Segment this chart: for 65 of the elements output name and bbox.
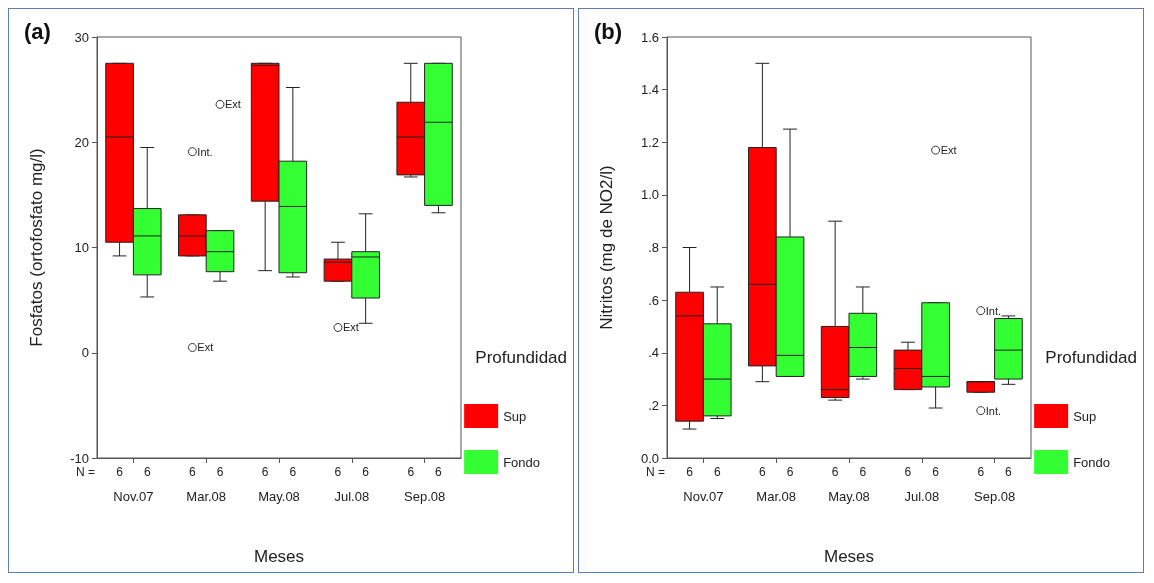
legend-label: Sup <box>503 408 527 424</box>
y-tick-label: 0.0 <box>640 450 659 466</box>
x-tick-label: Nov.07 <box>683 489 724 504</box>
text: 6 <box>932 465 940 479</box>
text: 6 <box>261 465 269 479</box>
text: 6 <box>786 465 794 479</box>
annotation: Ext <box>197 341 214 354</box>
legend-label: Sup <box>1073 408 1097 424</box>
y-tick-label: .6 <box>648 292 659 308</box>
text: 6 <box>713 465 721 479</box>
annotation: Ext <box>225 98 241 111</box>
legend-title: Profundidad <box>1045 348 1138 367</box>
annotation: Ext <box>940 144 957 157</box>
x-tick-label: Nov.07 <box>113 489 154 504</box>
y-tick-label: 30 <box>74 29 89 45</box>
x-tick-label: May.08 <box>828 489 870 504</box>
text: N = <box>75 465 95 479</box>
text: 6 <box>831 465 839 479</box>
text: 6 <box>334 465 342 479</box>
x-tick-label: May.08 <box>258 489 300 504</box>
text: 6 <box>407 465 415 479</box>
annotation: Int. <box>197 145 213 158</box>
y-axis-title: Nitritos (mg de NO2/l) <box>597 165 616 330</box>
y-tick-label: 0 <box>81 345 89 361</box>
x-tick-label: Jul.08 <box>334 489 370 504</box>
legend-label: Fondo <box>503 454 541 470</box>
chart-title: (b) <box>594 18 623 44</box>
text: 6 <box>116 465 124 479</box>
text: 6 <box>859 465 867 479</box>
x-axis-title: Meses <box>253 547 305 566</box>
text: 6 <box>686 465 694 479</box>
x-tick-label: Sep.08 <box>404 489 446 504</box>
y-tick-label: .2 <box>648 397 659 413</box>
y-tick-label: 1.2 <box>640 134 659 150</box>
x-tick-label: Jul.08 <box>904 489 940 504</box>
y-tick-label: 1.6 <box>640 29 659 45</box>
text: 6 <box>289 465 297 479</box>
text: N = <box>645 465 665 479</box>
text: 6 <box>143 465 151 479</box>
y-tick-label: 10 <box>74 240 89 255</box>
text: 6 <box>904 465 912 479</box>
text: 6 <box>977 465 985 479</box>
text: 6 <box>1005 465 1013 479</box>
x-tick-label: Sep.08 <box>974 489 1016 504</box>
y-tick-label: -10 <box>70 450 89 466</box>
legend-title: Profundidad <box>475 348 568 367</box>
y-tick-label: .4 <box>648 345 659 361</box>
y-tick-label: .8 <box>648 240 659 255</box>
x-axis-title: Meses <box>823 547 875 566</box>
legend-label: Fondo <box>1073 454 1111 470</box>
text: 6 <box>759 465 767 479</box>
y-tick-label: 1.0 <box>640 187 659 203</box>
annotation: Ext <box>342 321 359 334</box>
x-tick-label: Mar.08 <box>186 489 227 504</box>
text: 6 <box>216 465 224 479</box>
annotation: Int. <box>985 304 1002 317</box>
y-tick-label: 20 <box>74 134 89 150</box>
y-tick-label: 1.4 <box>640 82 659 98</box>
annotation: Int. <box>985 404 1002 417</box>
y-axis-title: Fosfatos (ortofosfato mg/l) <box>27 148 46 347</box>
text: 6 <box>435 465 443 479</box>
text: 6 <box>362 465 370 479</box>
x-tick-label: Mar.08 <box>756 489 797 504</box>
chart-title: (a) <box>24 18 51 44</box>
text: 6 <box>189 465 197 479</box>
